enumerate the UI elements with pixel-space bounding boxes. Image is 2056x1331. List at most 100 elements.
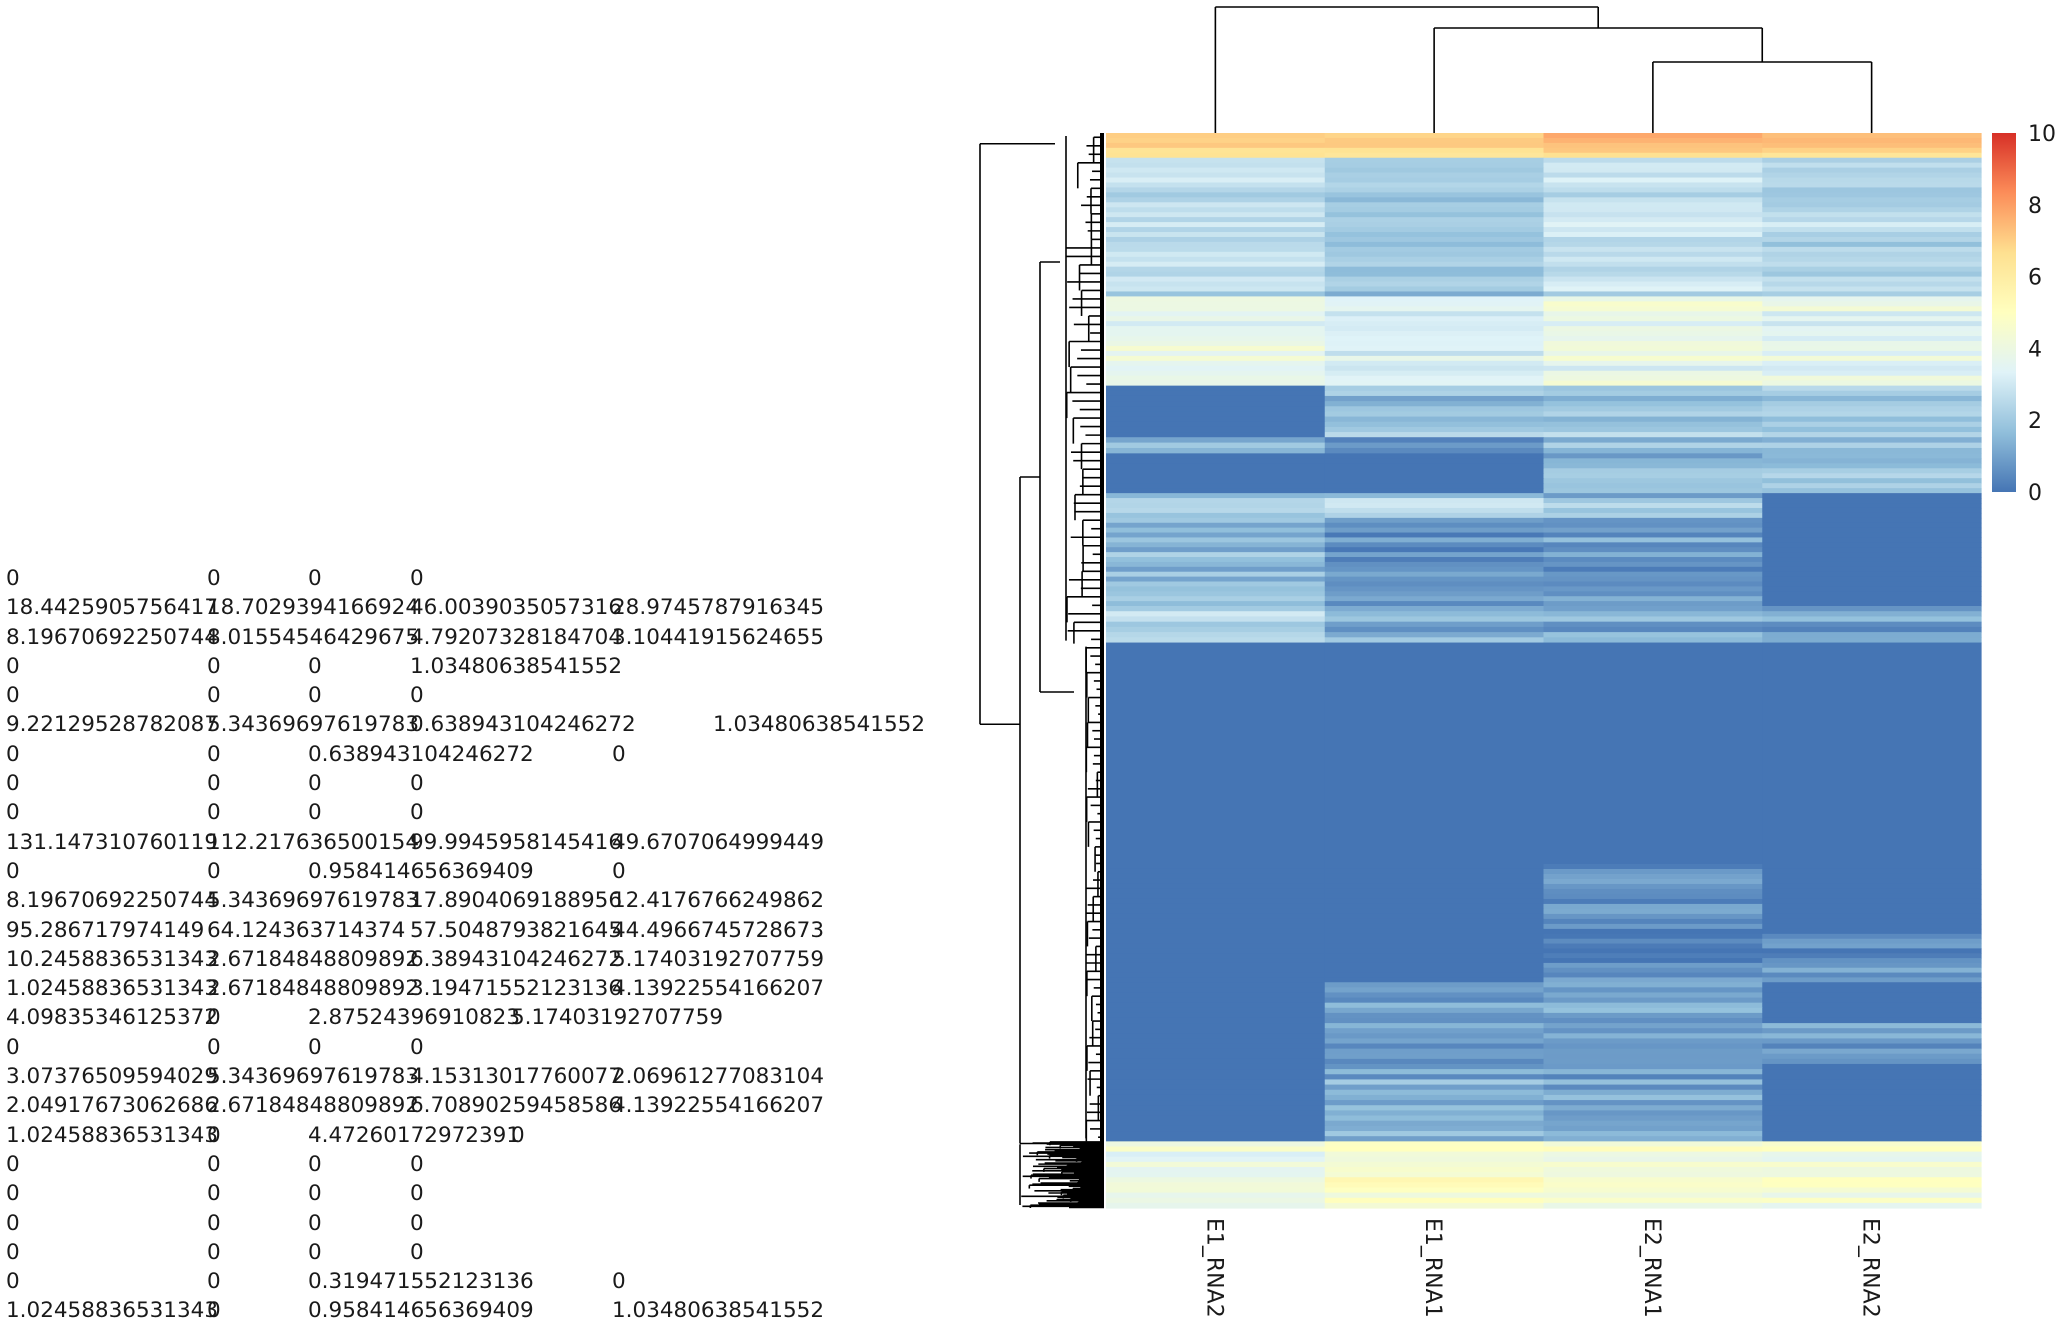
heatmap-cell — [1762, 1120, 1982, 1127]
table-cell: 4.13922554166207 — [612, 1093, 825, 1119]
heatmap-cell — [1543, 375, 1763, 382]
heatmap-cell — [1762, 933, 1982, 940]
heatmap-cell — [1324, 522, 1545, 529]
heatmap-cell — [1106, 1120, 1326, 1127]
heatmap-cell — [1543, 864, 1763, 870]
heatmap-cell — [1543, 977, 1763, 983]
heatmap-cell — [1324, 1058, 1545, 1065]
heatmap-cell — [1543, 1120, 1763, 1127]
heatmap-cell — [1106, 1136, 1326, 1142]
heatmap-cell — [1762, 1058, 1982, 1065]
table-cell: 0 — [410, 800, 424, 826]
heatmap-cell — [1543, 468, 1763, 474]
heatmap-cell — [1762, 637, 1982, 644]
heatmap-cell — [1106, 483, 1326, 489]
heatmap-cell — [1543, 576, 1763, 583]
table-cell: 131.147310760119 — [6, 829, 219, 855]
heatmap-cell — [1762, 321, 1982, 327]
heatmap-cell — [1543, 498, 1763, 504]
heatmap-cell — [1543, 432, 1763, 438]
heatmap-cell — [1762, 1197, 1982, 1204]
heatmap-cell — [1106, 537, 1326, 543]
heatmap-cell — [1324, 1187, 1545, 1194]
heatmap-cell — [1106, 908, 1326, 915]
heatmap-cell — [1106, 1105, 1326, 1111]
table-cell: 0 — [207, 1005, 221, 1031]
heatmap-cell — [1543, 547, 1763, 553]
heatmap-cell — [1324, 276, 1545, 283]
heatmap-cell — [1324, 606, 1545, 612]
heatmap-cell — [1106, 1202, 1326, 1209]
heatmap-cell — [1106, 561, 1326, 568]
heatmap-cell — [1762, 416, 1982, 423]
heatmap-cell — [1762, 596, 1982, 602]
heatmap-cell — [1324, 1161, 1545, 1168]
table-cell: 0 — [612, 1269, 626, 1295]
heatmap-cell — [1106, 596, 1326, 602]
heatmap-cell — [1762, 483, 1982, 489]
heatmap-cell — [1762, 276, 1982, 283]
heatmap-cell — [1543, 493, 1763, 499]
table-cell: 0 — [6, 741, 20, 767]
heatmap-cell — [1543, 982, 1763, 988]
heatmap-cell — [1762, 982, 1982, 988]
heatmap-cell — [1324, 918, 1545, 925]
heatmap-cell — [1106, 236, 1326, 243]
heatmap-cell — [1543, 923, 1763, 930]
heatmap-cell — [1762, 212, 1982, 218]
heatmap-cell — [1106, 1028, 1326, 1034]
heatmap-cell — [1543, 411, 1763, 418]
heatmap-cell — [1543, 162, 1763, 169]
heatmap-cell — [1324, 271, 1545, 278]
heatmap-cell — [1106, 606, 1326, 612]
heatmap-cell — [1543, 626, 1763, 633]
table-cell: 49.6707064999449 — [612, 829, 825, 855]
heatmap-cell — [1543, 360, 1763, 367]
heatmap-cell — [1543, 172, 1763, 179]
heatmap-cell — [1106, 421, 1326, 428]
heatmap-cell — [1762, 336, 1982, 342]
heatmap-cell — [1543, 256, 1763, 263]
heatmap-cell — [1543, 642, 1763, 865]
heatmap-cell — [1324, 493, 1545, 499]
heatmap-cell — [1543, 1094, 1763, 1101]
heatmap-cell — [1324, 642, 1545, 865]
heatmap-cell — [1324, 1007, 1545, 1014]
heatmap-cell — [1324, 626, 1545, 633]
heatmap-cell — [1324, 227, 1545, 233]
heatmap-cell — [1762, 355, 1982, 362]
heatmap-cell — [1543, 301, 1763, 307]
heatmap-cell — [1324, 1094, 1545, 1101]
heatmap-cell — [1543, 601, 1763, 607]
heatmap-cell — [1543, 321, 1763, 327]
heatmap-cell — [1106, 586, 1326, 592]
heatmap-cell — [1106, 512, 1326, 519]
heatmap-cell — [1543, 266, 1763, 273]
heatmap-cell — [1543, 182, 1763, 189]
heatmap-cell — [1543, 365, 1763, 372]
heatmap-cell — [1762, 301, 1982, 307]
heatmap-cell — [1543, 893, 1763, 900]
heatmap-cell — [1324, 637, 1545, 644]
heatmap-cell — [1106, 1182, 1326, 1189]
heatmap-cell — [1106, 142, 1326, 149]
heatmap-cell — [1106, 1166, 1326, 1173]
heatmap-cell — [1762, 512, 1982, 519]
heatmap-cell — [1543, 167, 1763, 174]
table-cell: 5.17403192707759 — [612, 946, 825, 972]
heatmap-cell — [1324, 1151, 1545, 1158]
heatmap-cell — [1324, 246, 1545, 253]
heatmap-cell — [1762, 1094, 1982, 1101]
heatmap-cell — [1324, 888, 1545, 895]
heatmap-cell — [1106, 878, 1326, 885]
table-cell: 0 — [308, 800, 322, 826]
heatmap-cell — [1106, 893, 1326, 900]
heatmap-cell — [1106, 162, 1326, 169]
heatmap-cell — [1762, 1007, 1982, 1014]
heatmap-cell — [1106, 458, 1326, 464]
heatmap-cell — [1543, 883, 1763, 890]
heatmap-cell — [1762, 326, 1982, 332]
table-cell: 0 — [207, 741, 221, 767]
table-cell: 12.4176766249862 — [612, 888, 825, 914]
heatmap-cell — [1543, 1028, 1763, 1034]
